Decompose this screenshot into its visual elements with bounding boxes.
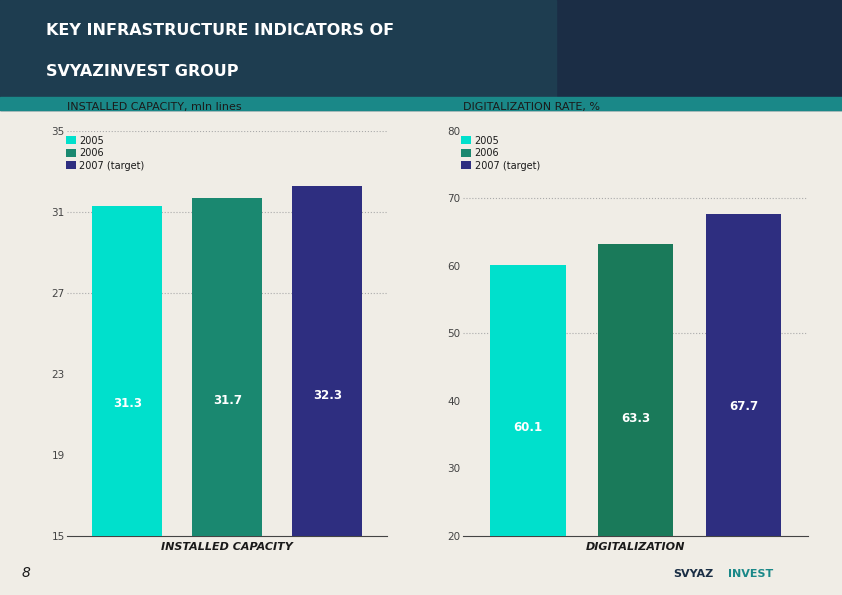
Text: KEY INFRASTRUCTURE INDICATORS OF: KEY INFRASTRUCTURE INDICATORS OF	[46, 23, 394, 38]
Bar	[93, 206, 163, 536]
Text: 60.1: 60.1	[514, 421, 542, 434]
Bar	[490, 265, 566, 536]
Bar	[192, 198, 263, 536]
Text: 8: 8	[21, 566, 30, 580]
Text: 31.3: 31.3	[113, 397, 141, 410]
Text: 63.3: 63.3	[621, 412, 650, 425]
Legend: 2005, 2006, 2007 (target): 2005, 2006, 2007 (target)	[461, 136, 540, 171]
Text: DIGITALIZATION RATE, %: DIGITALIZATION RATE, %	[463, 102, 600, 112]
X-axis label: DIGITALIZATION: DIGITALIZATION	[586, 543, 685, 552]
Bar	[0, 0, 556, 97]
Bar	[706, 214, 781, 536]
Text: SVYAZINVEST GROUP: SVYAZINVEST GROUP	[46, 64, 239, 79]
Text: INVEST: INVEST	[728, 569, 774, 579]
Text: 67.7: 67.7	[729, 400, 758, 414]
Text: INSTALLED CAPACITY, mln lines: INSTALLED CAPACITY, mln lines	[67, 102, 242, 112]
Text: 32.3: 32.3	[313, 389, 342, 402]
Bar	[598, 243, 674, 536]
Legend: 2005, 2006, 2007 (target): 2005, 2006, 2007 (target)	[66, 136, 145, 171]
Text: SVYAZ: SVYAZ	[674, 569, 714, 579]
Bar	[0, 97, 842, 110]
Text: 31.7: 31.7	[213, 394, 242, 407]
X-axis label: INSTALLED CAPACITY: INSTALLED CAPACITY	[162, 543, 293, 552]
Bar	[292, 186, 362, 536]
